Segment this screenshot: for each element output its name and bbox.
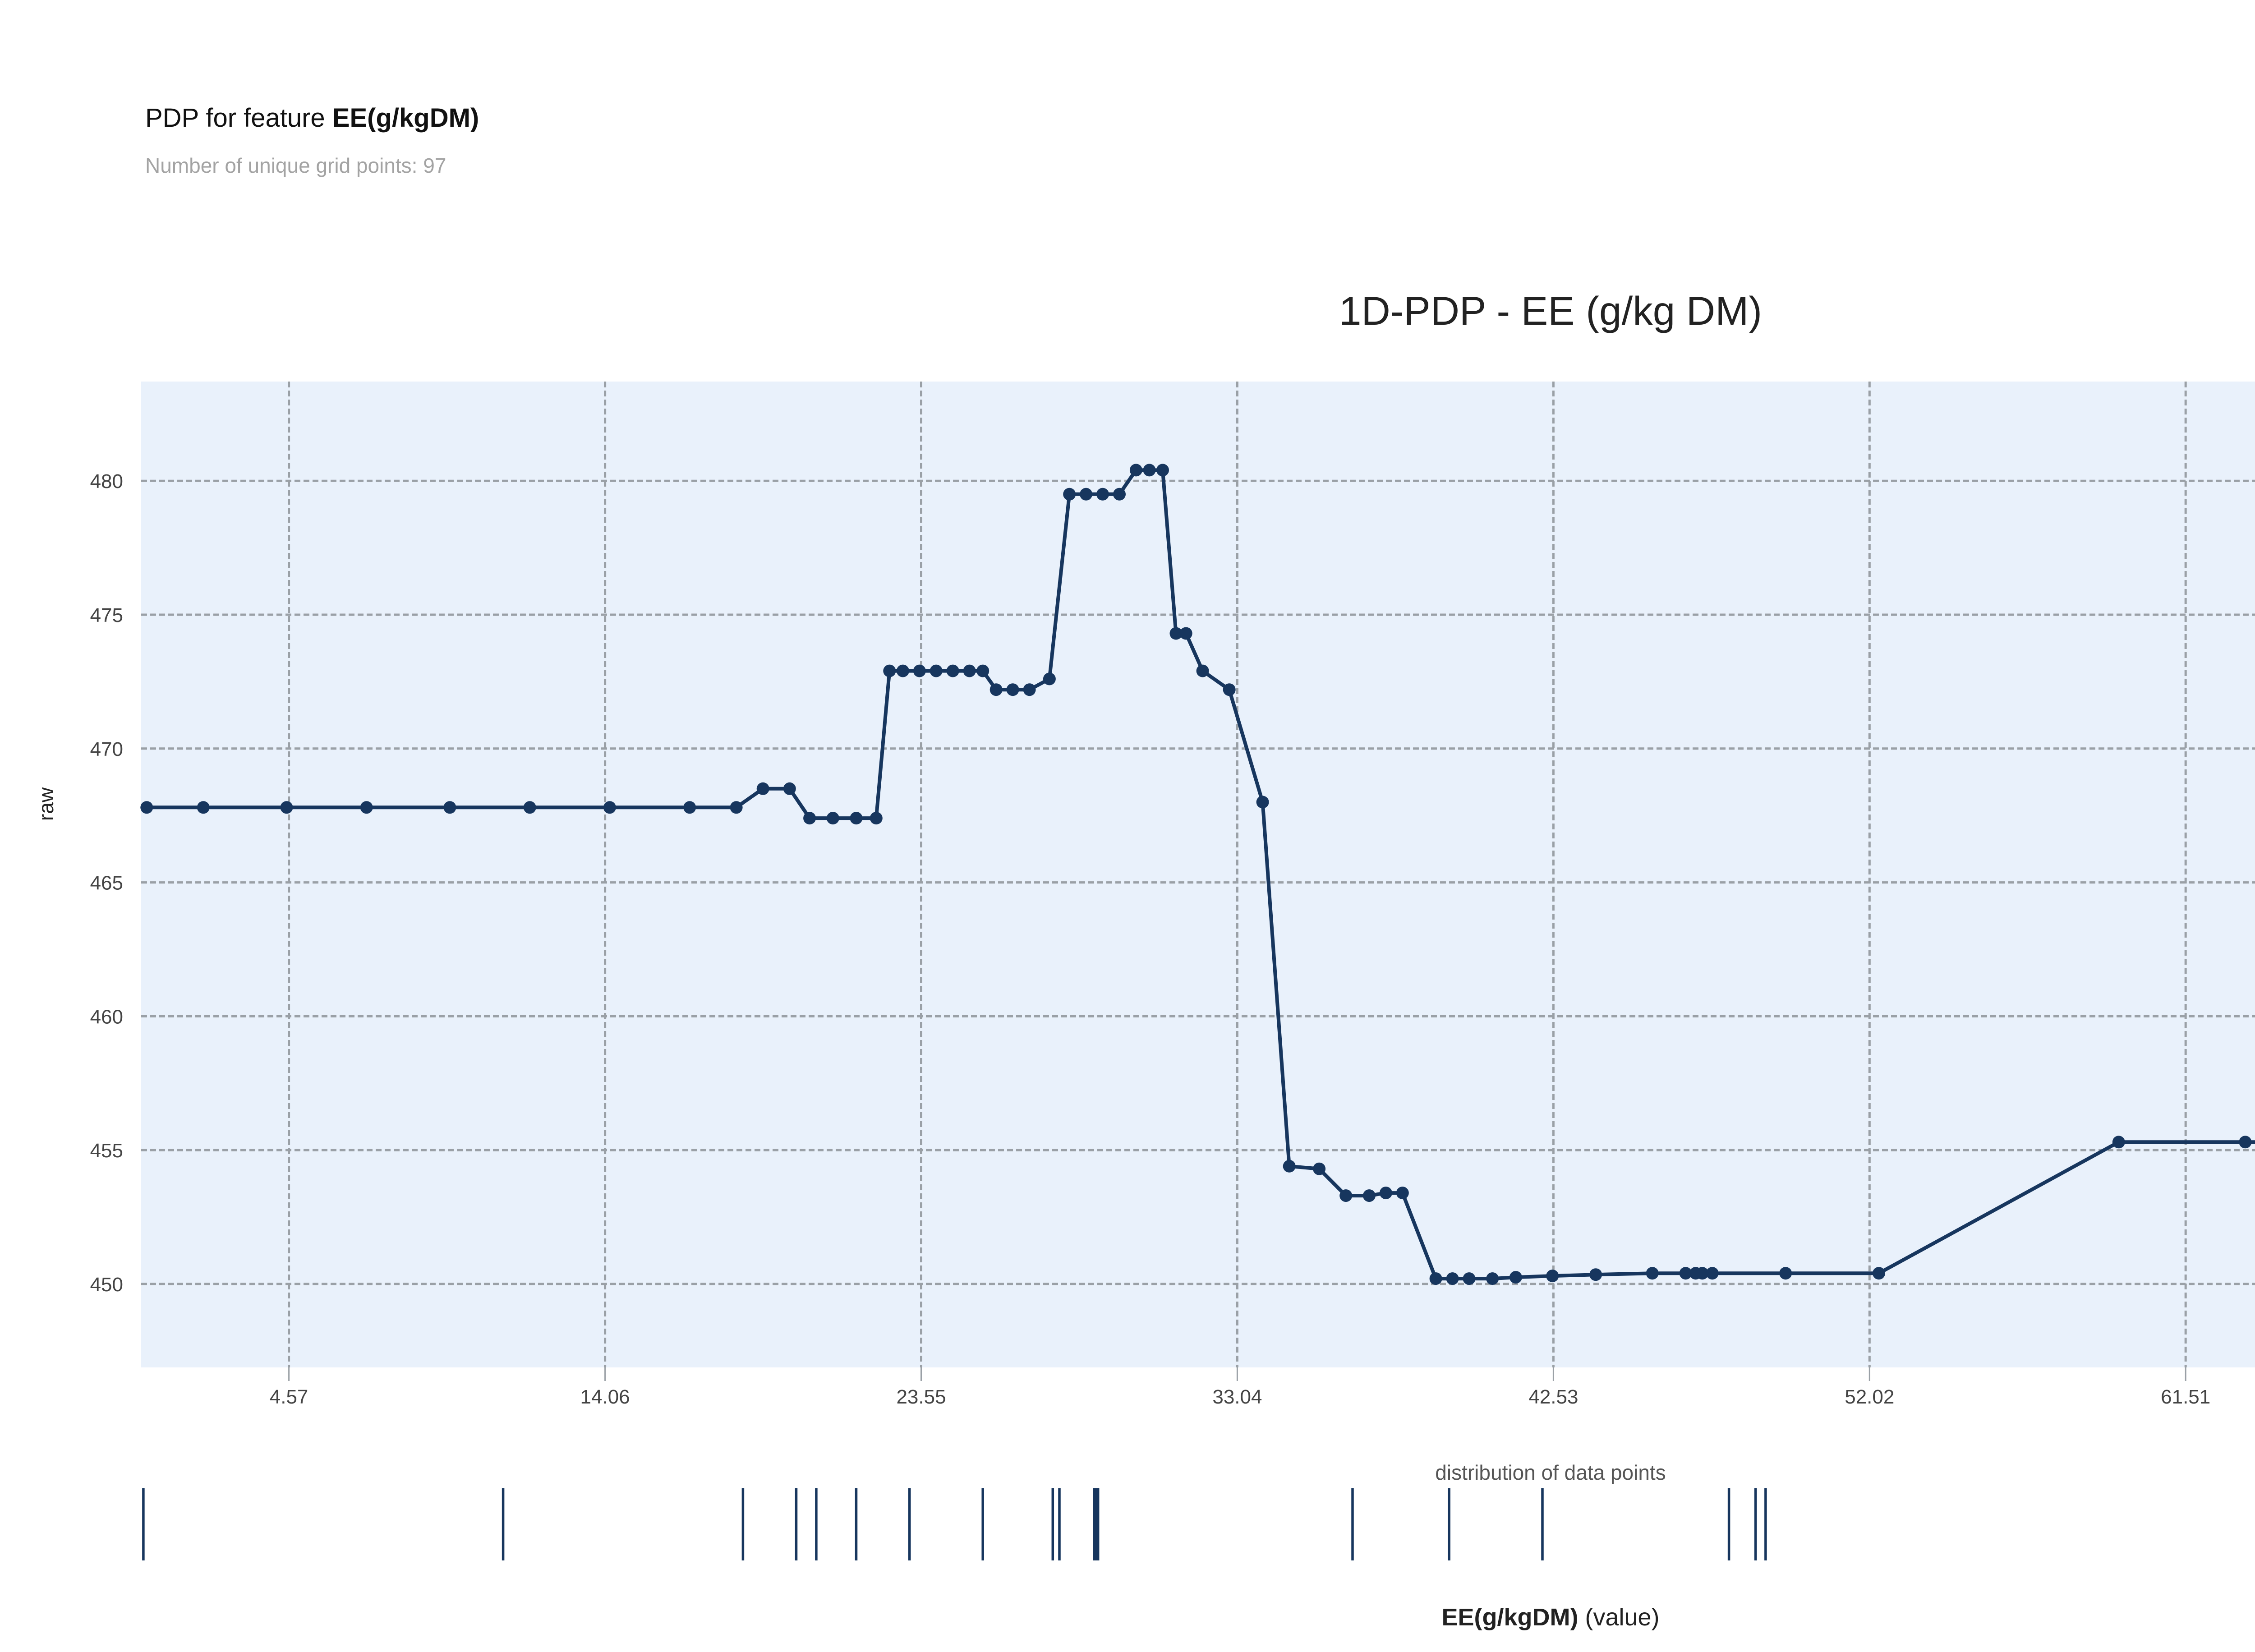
svg-text:42.53: 42.53 xyxy=(1528,1386,1578,1408)
svg-text:52.02: 52.02 xyxy=(1845,1386,1894,1408)
svg-text:470: 470 xyxy=(90,738,123,760)
svg-text:450: 450 xyxy=(90,1274,123,1296)
svg-text:480: 480 xyxy=(90,470,123,492)
svg-text:23.55: 23.55 xyxy=(896,1386,946,1408)
svg-text:465: 465 xyxy=(90,872,123,894)
svg-text:475: 475 xyxy=(90,604,123,626)
svg-text:61.51: 61.51 xyxy=(2161,1386,2210,1408)
svg-text:14.06: 14.06 xyxy=(580,1386,630,1408)
svg-text:33.04: 33.04 xyxy=(1212,1386,1262,1408)
svg-text:460: 460 xyxy=(90,1006,123,1028)
svg-text:4.57: 4.57 xyxy=(270,1386,308,1408)
svg-text:455: 455 xyxy=(90,1140,123,1162)
